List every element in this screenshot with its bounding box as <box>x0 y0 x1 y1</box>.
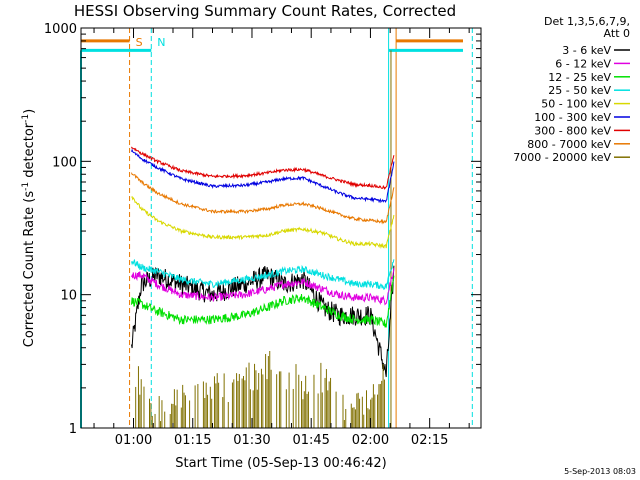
y-axis: 1 10 100 1000 <box>44 22 481 437</box>
series-7 <box>131 172 395 225</box>
legend-item-label: 800 - 7000 keV <box>527 138 611 151</box>
series-6 <box>131 146 395 190</box>
legend-item-label: 50 - 100 keV <box>541 98 611 111</box>
x-tick-label: 01:30 <box>233 433 270 448</box>
y-axis-label-end: ) <box>22 109 37 114</box>
legend-item-label: 25 - 50 keV <box>548 84 611 97</box>
x-axis: 01:00 01:15 01:30 01:45 02:00 02:15 <box>93 28 470 448</box>
series-line <box>131 146 395 190</box>
series-line <box>131 259 395 291</box>
y-axis-label-sup2: -1 <box>21 114 31 123</box>
series-line <box>131 275 395 328</box>
series-line <box>131 268 395 306</box>
flag-annotation: N <box>157 36 165 49</box>
legend-item-label: 6 - 12 keV <box>555 57 611 70</box>
footer-date: 5-Sep-2013 08:03 <box>564 467 636 476</box>
series-5 <box>131 148 395 204</box>
legend-item-label: 12 - 25 keV <box>548 71 611 84</box>
flag-annotation: S <box>136 36 143 49</box>
plot-frame <box>80 27 482 429</box>
series-line <box>131 148 395 204</box>
y-tick-label: 100 <box>52 155 77 170</box>
x-tick-label: 01:00 <box>115 433 152 448</box>
legend-header-line-2: Att 0 <box>604 27 630 40</box>
x-tick-label: 01:45 <box>292 433 329 448</box>
series-1 <box>131 268 395 306</box>
y-axis-label: Corrected Count Rate (s-1 detector-1) <box>21 109 37 347</box>
y-tick-label: 1000 <box>44 22 77 37</box>
chart-title: HESSI Observing Summary Count Rates, Cor… <box>74 2 456 20</box>
x-tick-label: 02:00 <box>352 433 389 448</box>
legend-item-label: 7000 - 20000 keV <box>513 151 611 164</box>
legend-header-line-1: Det 1,3,5,6,7,9, <box>544 15 630 28</box>
series-8 <box>135 351 385 428</box>
series-2 <box>131 275 395 328</box>
x-tick-label: 01:15 <box>174 433 211 448</box>
y-axis-label-main: Corrected Count Rate (s <box>22 191 37 348</box>
y-axis-label-sup1: -1 <box>21 182 31 191</box>
x-axis-label: Start Time (05-Sep-13 00:46:42) <box>175 456 386 471</box>
legend-item-label: 3 - 6 keV <box>562 44 611 57</box>
y-tick-label: 10 <box>60 289 77 304</box>
series-line <box>131 172 395 225</box>
series-4 <box>131 195 395 249</box>
y-tick-label: 1 <box>69 422 77 437</box>
y-axis-label-mid: detector <box>22 122 37 182</box>
series-line <box>131 195 395 249</box>
x-tick-label: 02:15 <box>411 433 448 448</box>
legend-item-label: 300 - 800 keV <box>534 124 611 137</box>
legend-item-label: 100 - 300 keV <box>534 111 611 124</box>
series-3 <box>131 259 395 291</box>
